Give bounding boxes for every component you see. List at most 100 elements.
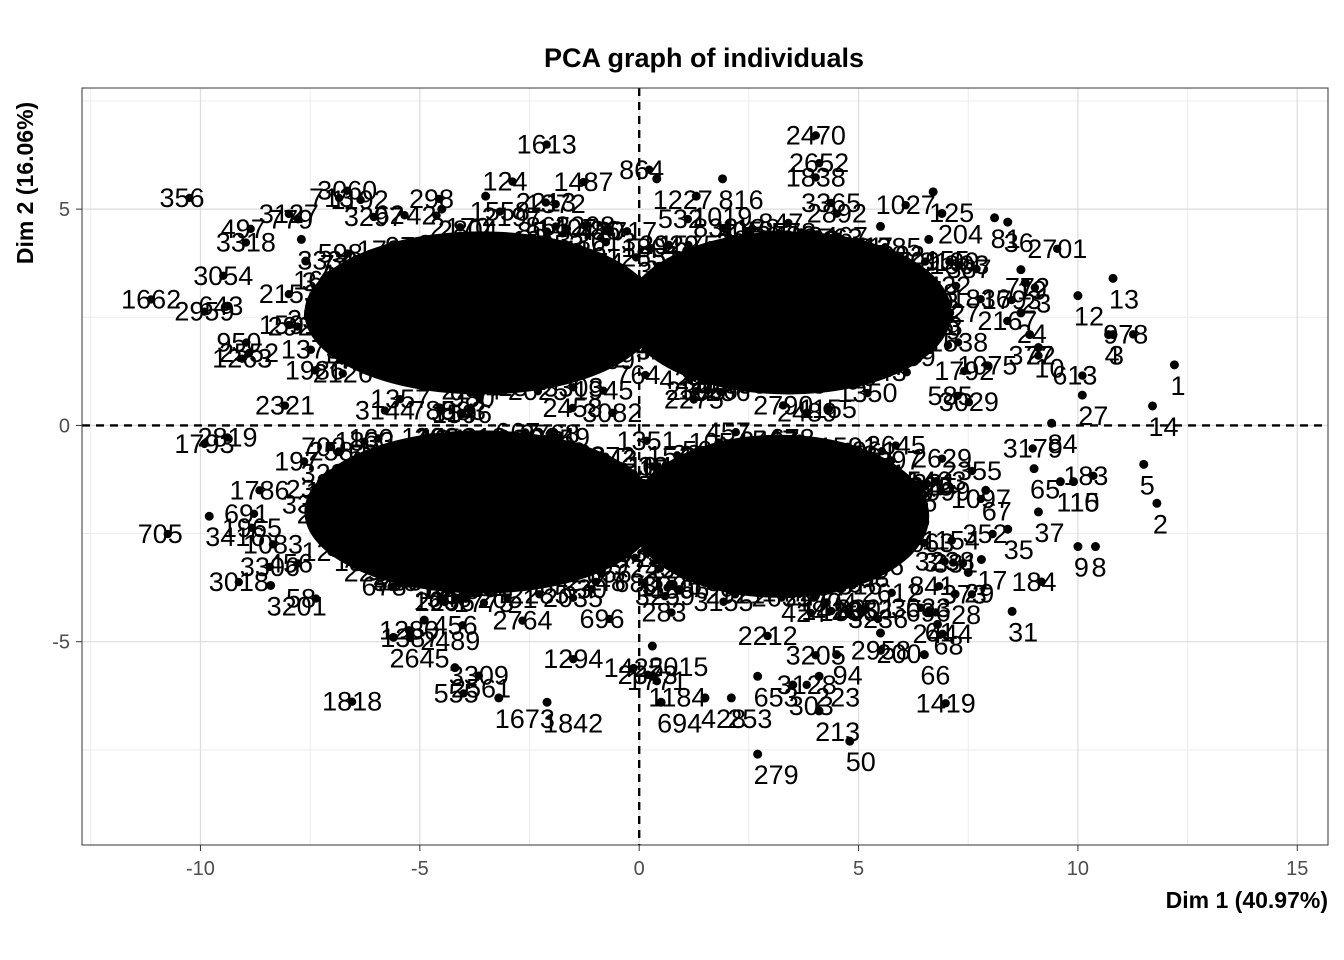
cloud-point [568,403,577,413]
cloud-point-label: 1787 [464,534,524,564]
cloud-point [433,348,442,358]
cloud-point-label: 1904 [859,317,919,347]
cloud-point [814,159,824,168]
individual-label: 2489 [420,626,480,656]
cloud-point-label: 654 [487,514,532,544]
cloud-point [920,257,930,266]
cloud-point [337,300,346,309]
cloud-point-label: 28 [549,324,579,354]
cloud-point [566,447,576,457]
cloud-point [796,296,805,305]
cloud-point [826,332,835,342]
cloud-point [557,326,567,335]
cloud-point [237,354,247,363]
cloud-point [756,318,765,327]
cloud-point [644,165,654,174]
cloud-point [441,550,451,560]
x-tick-label: 15 [1286,858,1308,880]
cloud-point [517,323,526,333]
cloud-point [496,330,505,340]
cloud-point-label: 254 [437,314,482,344]
cloud-point-label: 2789 [358,323,418,353]
individual-label: 2015 [648,652,708,682]
cloud-point-label: 1613 [517,130,577,160]
cloud-point [307,500,317,509]
cloud-point [483,452,492,462]
cloud-point [464,283,474,293]
cloud-point [458,309,467,319]
cloud-point-label: 462 [419,366,464,396]
cloud-point [591,351,600,360]
cloud-point-label: 1491 [447,473,507,503]
cloud-point-label: 497 [221,214,266,244]
cloud-point [394,323,403,333]
cloud-point [219,271,228,281]
cloud-point [902,368,911,377]
cloud-point [426,433,436,442]
cloud-point [406,633,415,643]
cloud-point-label: 72 [468,352,498,382]
cloud-point [672,293,682,302]
cloud-point-label: 1155 [799,394,857,424]
cloud-point-label: 2813 [569,501,629,531]
cloud-point-label: 816 [831,362,876,392]
cloud-point [318,276,328,285]
cloud-point-label: 145 [713,288,758,318]
cloud-point [567,524,576,534]
cloud-point [539,538,549,547]
cloud-point [580,298,590,307]
individual-label: 8 [1091,553,1106,583]
cloud-point-label: 394 [397,508,442,538]
cloud-point-label: 104 [735,331,780,361]
cloud-point [613,484,623,493]
cloud-point [538,254,547,263]
individual-point [1073,291,1083,301]
cloud-point-label: 2671 [522,480,582,510]
cloud-point-label: 1852 [416,423,476,453]
cloud-point [539,482,549,491]
cloud-point [868,316,877,325]
cloud-point-label: 1824 [480,246,540,276]
cloud-point-label: 555 [434,678,479,708]
cloud-point [718,223,728,233]
cloud-point [736,316,746,325]
cloud-point [432,265,442,275]
cloud-point-label: 1277 [665,240,725,270]
cloud-point [809,252,818,262]
cloud-point [425,320,435,330]
cloud-point [551,222,560,231]
cloud-point [600,355,610,365]
cloud-point [463,324,472,334]
cloud-point-label: 1312 [745,267,805,297]
cloud-point-label: 1822 [554,311,614,341]
cloud-point [604,258,613,267]
cloud-point-label: 950 [216,328,261,358]
cloud-point-label: 78 [317,315,347,345]
cloud-point-label: 974 [578,247,623,277]
cloud-point [852,302,862,311]
cloud-point [466,460,476,469]
cloud-point-label: 1743 [322,505,382,535]
cloud-point-label: 1866 [843,287,903,317]
cloud-point [747,224,757,233]
cloud-point-label: 2126 [313,359,373,389]
cloud-point-label: 3199 [919,247,979,277]
cloud-point [512,364,521,373]
individual-label: 84 [1048,429,1078,459]
cloud-point-label: 1427 [920,298,980,328]
cloud-point [376,481,386,491]
cloud-point-label: 1027 [876,190,936,220]
cloud-point [521,280,531,289]
cloud-point [903,350,913,359]
cloud-point [527,528,537,537]
cloud-point-label: 1986 [285,355,345,385]
cloud-point [555,433,565,442]
cloud-point [542,227,552,236]
cloud-point [244,348,254,358]
cloud-point-label: 1685 [811,293,871,323]
cloud-point-label: 240 [879,258,924,288]
cloud-point [455,456,464,466]
cloud-point [458,621,467,630]
cloud-point [1034,351,1043,360]
cloud-point [661,346,670,355]
